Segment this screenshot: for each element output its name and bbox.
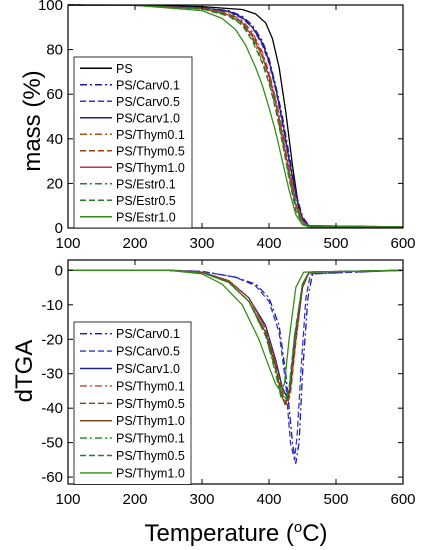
- legend-mass: [73, 56, 193, 229]
- y-axis-label-dtga: dTGA: [11, 340, 38, 403]
- series-line-mass-3: [67, 4, 404, 228]
- legend-label-mass-8: PS/Estr0.5: [116, 194, 176, 208]
- y-axis-label-mass: mass (%): [19, 70, 46, 171]
- series-line-dtga-7: [68, 269, 404, 399]
- x-tick-label-mass-3: 400: [256, 235, 281, 252]
- legend-label-dtga-5: PS/Thym1.0: [116, 414, 185, 428]
- legend-label-dtga-6: PS/Thym0.1: [116, 432, 185, 446]
- dtga-panel: 100 200 300 400 500 600 0 -10 -20 -30 -40 -50 -60 PS/…: [41, 259, 416, 508]
- y-tick-label-dtga-4: -40: [41, 400, 63, 417]
- y-tick-label-dtga-2: -20: [41, 331, 63, 348]
- legend-label-mass-3: PS/Carv1.0: [116, 111, 180, 125]
- legend-label-mass-4: PS/Thym0.1: [116, 128, 185, 142]
- series-line-mass-9: [67, 4, 404, 228]
- plot-frame-dtga: [67, 259, 404, 485]
- x-tick-label-dtga-4: 500: [323, 491, 348, 508]
- x-tick-label-dtga-3: 400: [256, 491, 281, 508]
- legend-label-dtga-4: PS/Thym0.5: [116, 397, 185, 411]
- legend-label-dtga-1: PS/Carv0.5: [116, 345, 180, 359]
- y-tick-label-mass-2: 40: [46, 131, 63, 148]
- series-line-mass-7: [67, 4, 404, 228]
- x-tick-label-mass-2: 300: [189, 235, 214, 252]
- legend-label-mass-0: PS: [116, 62, 133, 76]
- x-tick-label-mass-1: 200: [122, 235, 147, 252]
- x-tick-label-dtga-1: 200: [122, 491, 147, 508]
- x-tick-label-dtga-0: 100: [55, 491, 80, 508]
- legend-label-mass-9: PS/Estr1.0: [116, 210, 176, 224]
- y-tick-label-mass-0: 0: [55, 220, 63, 237]
- y-tick-label-mass-3: 60: [46, 86, 63, 103]
- legend-label-mass-5: PS/Thym0.5: [116, 144, 185, 158]
- y-tick-label-mass-4: 80: [46, 42, 63, 59]
- x-tick-label-mass-5: 600: [390, 235, 415, 252]
- legend-label-dtga-7: PS/Thym0.5: [116, 449, 185, 463]
- legend-label-dtga-0: PS/Carv0.1: [116, 327, 180, 341]
- legend-label-dtga-3: PS/Thym0.1: [116, 379, 185, 393]
- series-line-dtga-8: [68, 269, 404, 392]
- y-tick-label-mass-1: 20: [46, 175, 63, 192]
- y-tick-label-mass-5: 100: [38, 0, 63, 14]
- x-axis-label: Temperature (oC): [144, 519, 327, 547]
- x-tick-label-mass-0: 100: [55, 235, 80, 252]
- y-tick-label-dtga-1: -10: [41, 297, 63, 314]
- legend-label-mass-2: PS/Carv0.5: [116, 95, 180, 109]
- y-tick-label-dtga-5: -50: [41, 435, 63, 452]
- y-tick-label-dtga-0: 0: [55, 262, 63, 279]
- series-line-dtga-1: [68, 269, 404, 461]
- legend-label-mass-6: PS/Thym1.0: [116, 161, 185, 175]
- legend-label-mass-7: PS/Estr0.1: [116, 177, 176, 191]
- legend-label-dtga-8: PS/Thym1.0: [116, 466, 185, 480]
- y-tick-label-dtga-3: -30: [41, 366, 63, 383]
- x-tick-label-dtga-5: 600: [390, 491, 415, 508]
- x-tick-label-mass-4: 500: [323, 235, 348, 252]
- legend-label-mass-1: PS/Carv0.1: [116, 78, 180, 92]
- legend-label-dtga-2: PS/Carv1.0: [116, 362, 180, 376]
- series-line-mass-8: [67, 4, 404, 228]
- mass-panel: 100 200 300 400 500 600 0 20 40 60 80 100 PS PS/Carv0…: [38, 0, 416, 252]
- plot-frame-mass: [67, 4, 404, 229]
- y-tick-label-dtga-6: -60: [41, 469, 63, 486]
- x-tick-label-dtga-2: 300: [189, 491, 214, 508]
